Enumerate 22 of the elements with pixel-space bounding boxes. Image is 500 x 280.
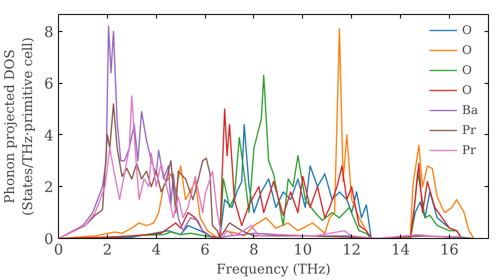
x-tick-label: 12 xyxy=(342,242,362,258)
legend-label: O xyxy=(462,63,473,77)
legend-label: Pr xyxy=(462,123,477,137)
x-tick-label: 4 xyxy=(152,242,161,258)
y-tick-label: 8 xyxy=(44,24,54,41)
legend-label: O xyxy=(462,83,473,97)
y-tick-label: 6 xyxy=(44,76,54,93)
y-tick-label: 4 xyxy=(44,127,54,144)
x-axis-title: Frequency (THz) xyxy=(216,262,331,278)
x-tick-label: 6 xyxy=(200,242,210,258)
legend-label: Pr xyxy=(462,143,477,157)
legend-label: Ba xyxy=(462,103,479,117)
x-tick-label: 16 xyxy=(440,242,459,258)
y-axis-title: Phonon projected DOS (States/THz·primitive cell) xyxy=(3,37,36,216)
x-tick-label: 8 xyxy=(249,242,259,258)
x-tick-label: 14 xyxy=(391,242,410,258)
legend-label: O xyxy=(462,23,473,37)
x-tick-label: 2 xyxy=(102,242,112,258)
x-tick-label: 10 xyxy=(293,242,312,258)
y-tick-label: 0 xyxy=(44,231,54,248)
legend-label: O xyxy=(462,43,473,57)
y-tick-label: 2 xyxy=(44,179,54,196)
